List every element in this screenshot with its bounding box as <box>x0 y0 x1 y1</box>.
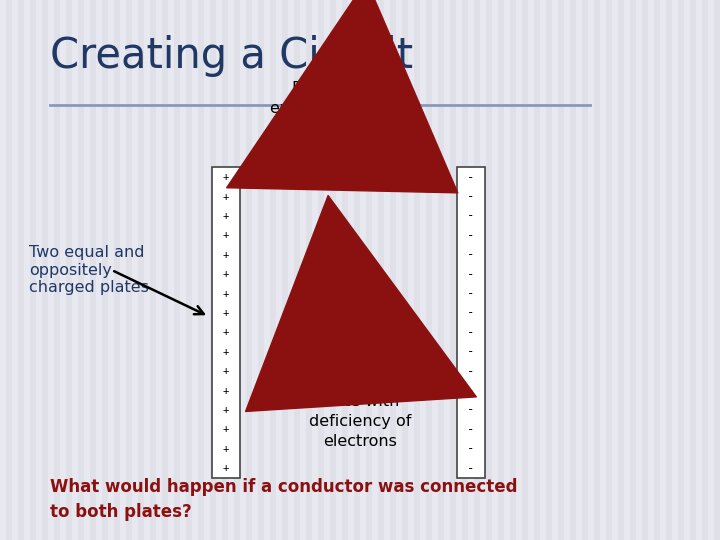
Text: -: - <box>467 326 474 339</box>
Text: +: + <box>223 231 229 240</box>
Bar <box>336 0 342 540</box>
Text: -: - <box>467 229 474 242</box>
Bar <box>72 0 78 540</box>
Bar <box>384 0 390 540</box>
Bar <box>264 0 270 540</box>
Bar <box>108 0 114 540</box>
Text: -: - <box>467 248 474 261</box>
Text: Plate with
deficiency of
electrons: Plate with deficiency of electrons <box>309 394 411 449</box>
Text: What would happen if a conductor was connected
to both plates?: What would happen if a conductor was con… <box>50 478 518 521</box>
Bar <box>504 0 510 540</box>
Text: +: + <box>223 366 229 376</box>
Bar <box>212 167 240 478</box>
Bar <box>324 0 330 540</box>
Text: +: + <box>223 424 229 434</box>
Bar <box>252 0 258 540</box>
Text: -: - <box>467 287 474 300</box>
Bar <box>348 0 354 540</box>
Bar <box>444 0 450 540</box>
Bar <box>396 0 402 540</box>
Text: Two equal and
oppositely
charged plates: Two equal and oppositely charged plates <box>29 245 148 295</box>
Bar <box>168 0 174 540</box>
Bar <box>648 0 654 540</box>
Text: +: + <box>223 192 229 201</box>
Bar <box>612 0 618 540</box>
Bar <box>312 0 318 540</box>
Bar <box>84 0 90 540</box>
Bar <box>96 0 102 540</box>
Text: -: - <box>467 462 474 475</box>
Bar <box>672 0 678 540</box>
Text: -: - <box>467 423 474 436</box>
Text: Plate with
excess number
of electrons: Plate with excess number of electrons <box>270 81 392 136</box>
Bar <box>24 0 30 540</box>
Bar <box>696 0 702 540</box>
Text: +: + <box>223 405 229 415</box>
Text: -: - <box>467 442 474 455</box>
Bar <box>528 0 534 540</box>
Bar <box>300 0 306 540</box>
Bar <box>600 0 606 540</box>
Text: +: + <box>223 172 229 182</box>
Text: -: - <box>467 190 474 203</box>
Bar <box>636 0 642 540</box>
Bar <box>576 0 582 540</box>
Bar <box>288 0 294 540</box>
Bar <box>240 0 246 540</box>
Bar <box>660 0 666 540</box>
Bar <box>120 0 126 540</box>
Bar <box>192 0 198 540</box>
Text: +: + <box>223 347 229 357</box>
Bar <box>276 0 282 540</box>
Text: -: - <box>467 210 474 222</box>
Bar <box>480 0 486 540</box>
Text: +: + <box>223 249 229 260</box>
Text: -: - <box>467 403 474 416</box>
Bar <box>216 0 222 540</box>
Bar <box>432 0 438 540</box>
Bar <box>372 0 378 540</box>
Text: +: + <box>223 386 229 396</box>
Text: -: - <box>467 364 474 377</box>
Bar <box>468 0 474 540</box>
Bar <box>180 0 186 540</box>
Text: +: + <box>223 444 229 454</box>
Text: +: + <box>223 308 229 318</box>
Bar <box>540 0 546 540</box>
Bar <box>144 0 150 540</box>
Text: +: + <box>223 288 229 299</box>
Bar <box>492 0 498 540</box>
Bar <box>552 0 558 540</box>
Bar <box>408 0 414 540</box>
Bar <box>456 0 462 540</box>
Bar <box>684 0 690 540</box>
Bar <box>457 167 485 478</box>
Text: +: + <box>223 269 229 279</box>
Bar <box>156 0 162 540</box>
Text: +: + <box>223 463 229 473</box>
Bar <box>60 0 66 540</box>
Bar <box>48 0 54 540</box>
Text: +: + <box>223 211 229 221</box>
Bar <box>0 0 6 540</box>
Bar <box>420 0 426 540</box>
Bar <box>516 0 522 540</box>
Text: -: - <box>467 171 474 184</box>
Text: -: - <box>467 306 474 320</box>
Bar <box>708 0 714 540</box>
Bar <box>228 0 234 540</box>
Bar <box>360 0 366 540</box>
Bar <box>12 0 18 540</box>
Text: -: - <box>467 384 474 397</box>
Text: +: + <box>223 327 229 338</box>
Bar <box>36 0 42 540</box>
Bar <box>132 0 138 540</box>
Bar <box>564 0 570 540</box>
Text: Creating a Circuit: Creating a Circuit <box>50 35 413 77</box>
Text: -: - <box>467 268 474 281</box>
Bar <box>624 0 630 540</box>
Bar <box>204 0 210 540</box>
Text: -: - <box>467 345 474 358</box>
Bar <box>588 0 594 540</box>
